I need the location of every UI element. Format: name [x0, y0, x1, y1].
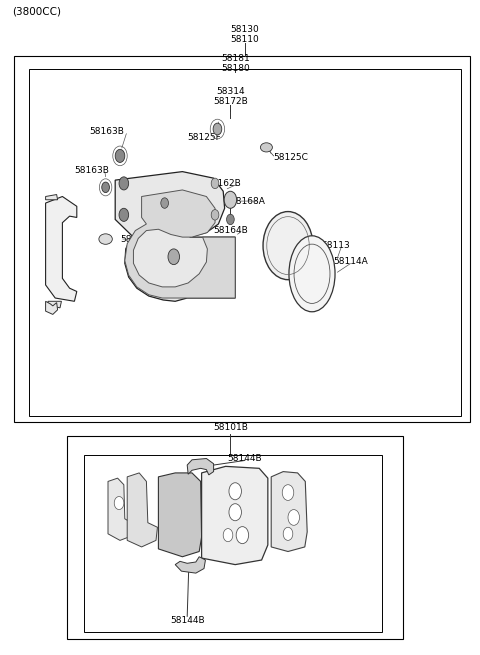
- Text: 58179: 58179: [120, 234, 149, 244]
- Text: 58168A: 58168A: [230, 196, 265, 206]
- Polygon shape: [46, 196, 77, 301]
- Polygon shape: [115, 172, 235, 301]
- Circle shape: [119, 177, 129, 190]
- Circle shape: [283, 527, 293, 540]
- Text: 58130: 58130: [230, 25, 259, 34]
- Text: 58144B: 58144B: [228, 454, 262, 463]
- Polygon shape: [48, 301, 61, 308]
- Circle shape: [236, 527, 249, 544]
- Ellipse shape: [289, 236, 335, 312]
- Ellipse shape: [99, 234, 112, 244]
- Text: 58163B: 58163B: [89, 126, 124, 136]
- Circle shape: [227, 214, 234, 225]
- Polygon shape: [108, 478, 133, 540]
- Text: 58163B: 58163B: [74, 166, 109, 175]
- Circle shape: [229, 504, 241, 521]
- Circle shape: [213, 123, 222, 135]
- Text: 58181: 58181: [221, 54, 250, 64]
- Bar: [29, 69, 461, 416]
- Text: 58114A: 58114A: [334, 257, 368, 267]
- Circle shape: [288, 510, 300, 525]
- Circle shape: [224, 191, 237, 208]
- Circle shape: [114, 496, 124, 510]
- Polygon shape: [158, 473, 202, 557]
- Text: 58164B: 58164B: [149, 272, 183, 281]
- Text: 58162B: 58162B: [206, 179, 241, 188]
- Circle shape: [223, 529, 233, 542]
- Circle shape: [263, 212, 313, 280]
- Polygon shape: [175, 557, 205, 573]
- Bar: [67, 436, 403, 639]
- Text: 58101B: 58101B: [213, 423, 248, 432]
- Text: 58112: 58112: [271, 226, 300, 235]
- Bar: [84, 455, 382, 632]
- Polygon shape: [127, 473, 157, 547]
- Text: 58172B: 58172B: [213, 97, 248, 106]
- Text: 58144B: 58144B: [170, 616, 204, 626]
- Circle shape: [282, 485, 294, 500]
- Circle shape: [161, 198, 168, 208]
- Circle shape: [119, 208, 129, 221]
- Polygon shape: [271, 472, 307, 552]
- Text: 58314: 58314: [216, 87, 245, 96]
- Ellipse shape: [261, 143, 273, 152]
- Text: (3800CC): (3800CC): [12, 7, 61, 16]
- Polygon shape: [46, 301, 58, 314]
- Circle shape: [168, 249, 180, 265]
- Polygon shape: [46, 195, 58, 200]
- Polygon shape: [125, 190, 235, 298]
- Circle shape: [229, 483, 241, 500]
- Circle shape: [115, 149, 125, 162]
- Text: 58164B: 58164B: [214, 226, 248, 235]
- Circle shape: [211, 210, 219, 220]
- Polygon shape: [202, 466, 268, 565]
- Text: 58113: 58113: [322, 241, 350, 250]
- Circle shape: [211, 178, 219, 189]
- Text: 58180: 58180: [221, 64, 250, 73]
- Text: 58161B: 58161B: [149, 259, 184, 269]
- Polygon shape: [187, 458, 214, 475]
- Bar: [14, 56, 470, 422]
- Text: 58125C: 58125C: [274, 153, 309, 162]
- Text: 58110: 58110: [230, 35, 259, 44]
- Circle shape: [102, 182, 109, 193]
- Text: 58125F: 58125F: [187, 133, 221, 142]
